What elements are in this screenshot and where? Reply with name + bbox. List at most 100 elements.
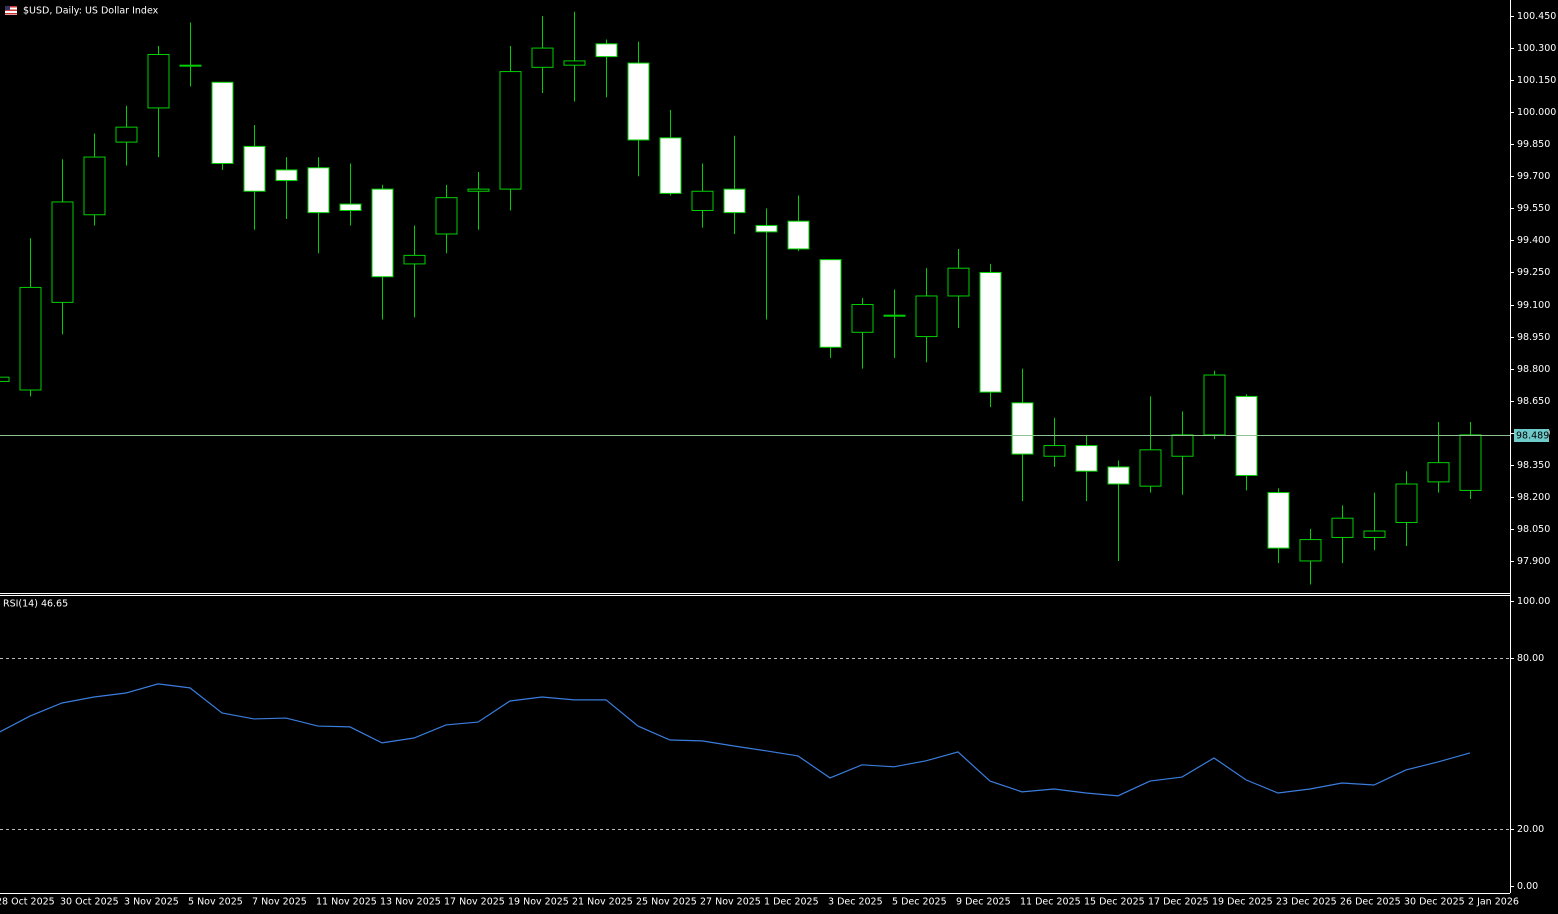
x-tick-label: 2 Jan 2026 xyxy=(1468,897,1519,908)
x-tick-label: 13 Nov 2025 xyxy=(380,897,441,908)
candle-body xyxy=(0,376,10,382)
y-tick-label: 20.00 xyxy=(1517,824,1544,835)
candle-body xyxy=(947,267,970,297)
overlay: 28 Oct 2025 30 Oct 2025 3 Nov 2025 5 Nov 20… xyxy=(0,11,1556,908)
candle-body xyxy=(1331,517,1354,538)
x-tick-label: 30 Oct 2025 xyxy=(60,897,119,908)
plot-area xyxy=(0,11,1510,830)
y-tick-label: 98.200 xyxy=(1517,492,1550,503)
candle-body xyxy=(1011,402,1034,455)
candle-body xyxy=(179,64,202,67)
candle-body xyxy=(883,314,906,317)
candle-body xyxy=(467,188,490,192)
candle-body xyxy=(1171,434,1194,457)
indicator-title: RSI(14) 46.65 xyxy=(3,599,68,610)
candle-body xyxy=(147,53,170,109)
candle-body xyxy=(755,224,778,233)
x-tick-label: 19 Nov 2025 xyxy=(508,897,569,908)
candle-body xyxy=(307,167,330,214)
y-tick-label: 99.850 xyxy=(1517,139,1550,150)
candle-body xyxy=(1139,449,1162,487)
x-tick-label: 5 Dec 2025 xyxy=(892,897,947,908)
candle-body xyxy=(1299,539,1322,562)
y-tick-label: 100.00 xyxy=(1517,596,1550,607)
x-tick-label: 28 Oct 2025 xyxy=(0,897,55,908)
candle-body xyxy=(979,271,1002,393)
x-tick-label: 27 Nov 2025 xyxy=(700,897,761,908)
x-tick-label: 21 Nov 2025 xyxy=(572,897,633,908)
candle-body xyxy=(1267,492,1290,549)
candle-body xyxy=(851,304,874,333)
candle-body xyxy=(1107,466,1130,485)
candle-body xyxy=(51,201,74,303)
x-tick-label: 15 Dec 2025 xyxy=(1084,897,1145,908)
x-tick-label: 30 Dec 2025 xyxy=(1404,897,1465,908)
candle-body xyxy=(563,60,586,66)
y-tick-label: 98.950 xyxy=(1517,332,1550,343)
candle-body xyxy=(787,220,810,250)
price-tag-label: 98.489 xyxy=(1516,431,1549,442)
candle-body xyxy=(499,71,522,190)
x-tick-label: 17 Nov 2025 xyxy=(444,897,505,908)
flag-icon xyxy=(5,6,17,15)
candle-body xyxy=(339,203,362,211)
x-tick-label: 19 Dec 2025 xyxy=(1212,897,1273,908)
candle-body xyxy=(627,62,650,141)
candle-body xyxy=(83,156,106,216)
candle-body xyxy=(19,286,42,391)
candle-body xyxy=(691,190,714,211)
y-tick-label: 0.00 xyxy=(1517,881,1538,892)
y-tick-label: 100.150 xyxy=(1517,75,1556,86)
y-tick-label: 80.00 xyxy=(1517,653,1544,664)
y-tick-label: 98.650 xyxy=(1517,396,1550,407)
x-tick-label: 3 Dec 2025 xyxy=(828,897,883,908)
x-tick-label: 17 Dec 2025 xyxy=(1148,897,1209,908)
candle-body xyxy=(1203,374,1226,436)
candle-body xyxy=(531,47,554,68)
x-tick-label: 11 Dec 2025 xyxy=(1020,897,1081,908)
candle-body xyxy=(723,188,746,214)
y-tick-label: 99.550 xyxy=(1517,203,1550,214)
y-tick-label: 100.450 xyxy=(1517,11,1556,22)
chart-title: $USD, Daily: US Dollar Index xyxy=(23,6,159,17)
y-tick-label: 99.100 xyxy=(1517,300,1550,311)
candle-body xyxy=(595,43,618,58)
y-tick-label: 99.400 xyxy=(1517,235,1550,246)
candle-body xyxy=(1427,462,1450,483)
candle-body xyxy=(1075,445,1098,472)
candle-body xyxy=(915,295,938,338)
x-tick-label: 11 Nov 2025 xyxy=(316,897,377,908)
y-tick-label: 98.050 xyxy=(1517,524,1550,535)
candle-body xyxy=(1395,483,1418,523)
x-tick-label: 3 Nov 2025 xyxy=(124,897,179,908)
axis-background xyxy=(1510,0,1558,914)
candle-body xyxy=(115,126,138,143)
x-tick-label: 26 Dec 2025 xyxy=(1340,897,1401,908)
y-tick-label: 99.250 xyxy=(1517,267,1550,278)
candle-body xyxy=(371,188,394,278)
candle-body xyxy=(1459,434,1482,491)
candle-body xyxy=(403,254,426,265)
candle-body xyxy=(243,145,266,192)
candle-body xyxy=(275,169,298,182)
rsi-line xyxy=(0,683,1471,797)
x-tick-label: 25 Nov 2025 xyxy=(636,897,697,908)
y-tick-label: 98.800 xyxy=(1517,364,1550,375)
candle-body xyxy=(1043,445,1066,457)
x-tick-label: 23 Dec 2025 xyxy=(1276,897,1337,908)
candle-body xyxy=(435,197,458,235)
y-tick-label: 97.900 xyxy=(1517,556,1550,567)
y-tick-label: 98.350 xyxy=(1517,460,1550,471)
y-tick-label: 100.000 xyxy=(1517,107,1556,118)
candle-body xyxy=(659,137,682,194)
x-tick-label: 1 Dec 2025 xyxy=(764,897,819,908)
y-tick-label: 99.700 xyxy=(1517,171,1550,182)
x-tick-label: 7 Nov 2025 xyxy=(252,897,307,908)
candle-body xyxy=(819,259,842,348)
y-tick-label: 100.300 xyxy=(1517,43,1556,54)
candle-body xyxy=(1363,530,1386,538)
price-tag xyxy=(1514,429,1549,442)
